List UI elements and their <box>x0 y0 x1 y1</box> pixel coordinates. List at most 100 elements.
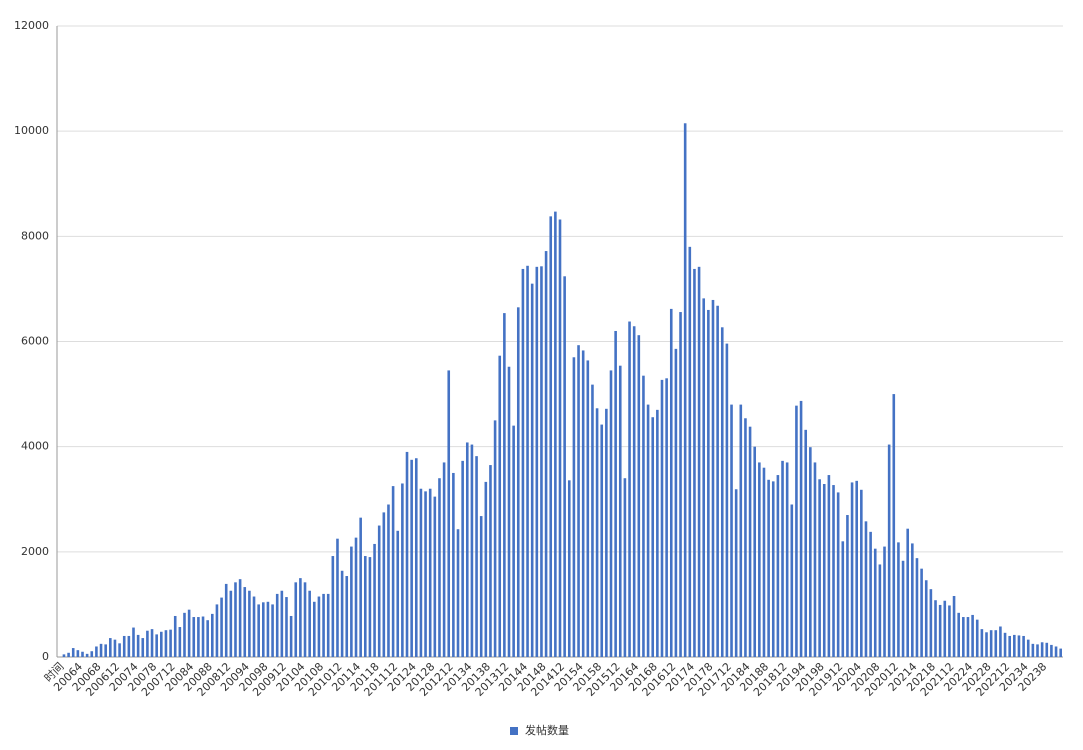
bar <box>943 600 947 657</box>
bar <box>280 590 284 657</box>
bar <box>679 312 682 657</box>
bar <box>549 216 553 657</box>
bar <box>586 360 590 657</box>
bar <box>540 266 543 657</box>
bar <box>860 489 863 657</box>
bar <box>781 460 784 657</box>
bar <box>442 462 446 657</box>
bar <box>289 615 293 657</box>
bar <box>136 634 140 657</box>
bar <box>503 313 506 657</box>
bar <box>479 516 483 657</box>
bar <box>141 638 145 657</box>
bar <box>795 405 798 657</box>
bar <box>252 596 256 657</box>
bar <box>952 596 956 657</box>
bar <box>1022 635 1025 657</box>
bar <box>827 475 831 657</box>
bar <box>461 460 464 657</box>
bar <box>999 626 1002 657</box>
bar <box>489 465 492 657</box>
bar <box>836 492 840 657</box>
bar <box>855 480 858 657</box>
bar <box>785 462 789 657</box>
bar <box>387 504 390 657</box>
bar <box>911 543 914 657</box>
bar <box>887 444 891 657</box>
bar <box>62 654 66 657</box>
bar <box>920 568 923 657</box>
bar <box>350 546 353 657</box>
bar <box>155 634 158 657</box>
bar <box>762 467 766 657</box>
bar <box>303 582 307 657</box>
bar <box>962 617 965 657</box>
y-tick-label: 2000 <box>21 545 49 558</box>
bar <box>104 644 107 657</box>
bar <box>405 451 409 657</box>
bar <box>1045 642 1049 657</box>
bar <box>725 343 729 657</box>
bar <box>229 590 233 657</box>
bar <box>456 529 460 657</box>
bar <box>748 426 752 657</box>
bar <box>609 370 613 657</box>
bar <box>401 483 404 657</box>
bar <box>71 648 75 657</box>
bar <box>850 482 854 657</box>
bar <box>535 266 539 657</box>
bar <box>377 525 381 657</box>
bar <box>424 491 427 657</box>
bar <box>618 365 622 657</box>
bar <box>989 630 993 657</box>
bar <box>966 617 970 657</box>
bar <box>1031 643 1035 657</box>
bar <box>526 265 529 657</box>
legend-label: 发帖数量 <box>525 723 569 737</box>
bar <box>410 459 413 657</box>
bar <box>512 425 515 657</box>
bar <box>1003 632 1007 657</box>
bar <box>67 652 70 657</box>
bar <box>340 570 344 657</box>
y-tick-label: 12000 <box>14 19 49 32</box>
bar <box>832 485 835 657</box>
bar <box>308 590 311 657</box>
bar <box>197 617 200 657</box>
bar <box>693 268 696 657</box>
bar <box>81 651 84 657</box>
bar <box>846 515 849 657</box>
bar <box>317 596 321 657</box>
bar <box>122 635 126 657</box>
bar <box>220 597 223 657</box>
bar <box>1050 644 1053 657</box>
y-tick-label: 6000 <box>21 335 49 348</box>
bar <box>109 638 112 657</box>
bar <box>493 420 497 657</box>
bar <box>938 604 942 657</box>
bar <box>169 629 172 657</box>
bar <box>595 408 599 657</box>
bar <box>428 488 432 657</box>
bar <box>669 308 673 657</box>
bar <box>192 617 196 657</box>
bar <box>869 531 872 657</box>
bar <box>809 447 812 657</box>
bar <box>730 404 733 657</box>
bar <box>577 345 580 657</box>
bar <box>345 576 349 657</box>
bar <box>646 404 650 657</box>
bar <box>799 400 803 657</box>
bar <box>980 629 984 657</box>
bar <box>929 589 933 657</box>
bar <box>897 542 900 657</box>
bar <box>558 219 562 658</box>
bar <box>924 580 928 657</box>
bar <box>211 613 214 657</box>
bar <box>804 429 808 657</box>
bar <box>285 597 288 657</box>
bar <box>739 404 743 657</box>
bar <box>985 632 988 657</box>
bar <box>90 651 94 657</box>
bar <box>322 593 325 657</box>
